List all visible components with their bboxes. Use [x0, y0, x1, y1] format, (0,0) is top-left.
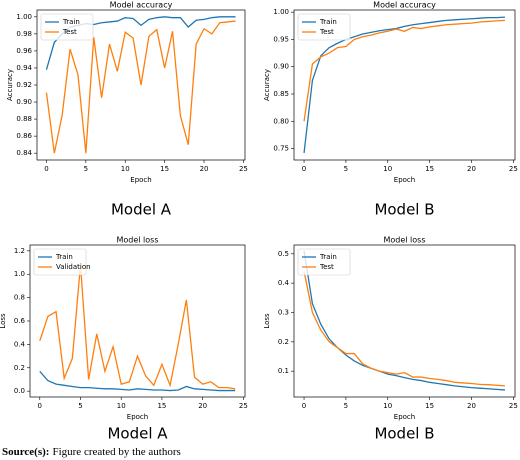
- y-tick-label: 0.90: [273, 63, 289, 71]
- x-tick-label: 15: [425, 165, 434, 173]
- x-tick-label: 5: [344, 402, 348, 410]
- series-line: [39, 264, 236, 390]
- source-label: Source(s):: [2, 446, 49, 458]
- x-tick-label: 25: [509, 402, 518, 410]
- legend-label: Train: [319, 253, 337, 261]
- chart-title: Model accuracy: [110, 1, 173, 10]
- y-tick-label: 1.00: [273, 8, 289, 16]
- legend-label: Train: [319, 18, 337, 26]
- y-tick-label: 0.2: [14, 364, 25, 372]
- y-tick-label: 0.88: [16, 115, 32, 123]
- x-tick-label: 0: [38, 402, 42, 410]
- x-tick-label: 0: [302, 165, 306, 173]
- x-tick-label: 10: [121, 165, 130, 173]
- x-tick-label: 20: [467, 402, 476, 410]
- caption: Model A: [111, 201, 172, 219]
- x-tick-label: 5: [344, 165, 348, 173]
- y-tick-label: 0.86: [16, 132, 32, 140]
- y-tick-label: 0.85: [273, 90, 289, 98]
- x-tick-label: 25: [239, 165, 248, 173]
- y-tick-label: 0.4: [278, 279, 290, 287]
- y-tick-label: 1.00: [16, 13, 32, 21]
- y-tick-label: 0.95: [273, 35, 289, 43]
- legend-label: Validation: [56, 263, 91, 271]
- plot-frame: [293, 244, 516, 398]
- series-line: [303, 19, 505, 122]
- x-tick-label: 0: [44, 165, 48, 173]
- chart-title: Model loss: [116, 236, 158, 245]
- y-tick-label: 0.8: [14, 294, 25, 302]
- plot-frame: [36, 9, 246, 161]
- plot-frame: [29, 244, 246, 398]
- x-axis-label: Epoch: [130, 176, 151, 184]
- y-axis-label: Loss: [263, 313, 271, 329]
- series-line: [45, 20, 236, 154]
- y-tick-label: 0.98: [16, 30, 32, 38]
- legend-box: [40, 13, 94, 41]
- x-axis-label: Epoch: [394, 413, 415, 421]
- source: Source(s): Figure created by the authors: [2, 446, 181, 458]
- y-tick-label: 1.2: [14, 247, 25, 255]
- y-tick-label: 0.1: [278, 367, 289, 375]
- x-tick-label: 15: [157, 402, 166, 410]
- chart-title: Model loss: [383, 236, 425, 245]
- x-tick-label: 15: [425, 402, 434, 410]
- y-tick-label: 0.0: [14, 387, 25, 395]
- caption: Model A: [107, 425, 168, 443]
- y-tick-label: 0.96: [16, 47, 32, 55]
- y-tick-label: 0.92: [16, 81, 32, 89]
- y-tick-label: 0.75: [273, 145, 289, 153]
- legend-label: Test: [62, 28, 77, 36]
- x-tick-label: 20: [200, 165, 209, 173]
- legend-box: [33, 248, 87, 276]
- x-axis-label: Epoch: [127, 413, 148, 421]
- x-tick-label: 25: [239, 402, 248, 410]
- x-tick-label: 5: [78, 402, 82, 410]
- x-tick-label: 10: [383, 165, 392, 173]
- x-tick-label: 15: [160, 165, 169, 173]
- legend-label: Test: [319, 263, 334, 271]
- y-tick-label: 0.80: [273, 117, 289, 125]
- caption: Model B: [374, 425, 434, 443]
- legend-box: [297, 13, 351, 41]
- y-tick-label: 1.0: [14, 270, 25, 278]
- x-tick-label: 10: [117, 402, 126, 410]
- y-tick-label: 0.2: [278, 338, 289, 346]
- y-axis-label: Loss: [0, 313, 7, 329]
- x-tick-label: 20: [467, 165, 476, 173]
- series-line: [303, 271, 505, 387]
- chart-title: Model accuracy: [373, 1, 436, 10]
- legend-box: [297, 248, 351, 276]
- x-axis-label: Epoch: [394, 176, 415, 184]
- legend-label: Test: [319, 28, 334, 36]
- y-axis-label: Accuracy: [6, 69, 14, 101]
- y-axis-label: Accuracy: [263, 69, 271, 101]
- y-tick-label: 0.3: [278, 308, 289, 316]
- x-tick-label: 10: [383, 402, 392, 410]
- legend-label: Train: [55, 253, 73, 261]
- x-tick-label: 0: [302, 402, 306, 410]
- y-tick-label: 0.5: [278, 250, 289, 258]
- x-tick-label: 5: [84, 165, 88, 173]
- y-tick-label: 0.90: [16, 98, 32, 106]
- x-tick-label: 25: [509, 165, 518, 173]
- legend-label: Train: [62, 18, 80, 26]
- y-tick-label: 0.94: [16, 64, 32, 72]
- x-tick-label: 20: [198, 402, 207, 410]
- y-tick-label: 0.4: [14, 340, 26, 348]
- series-line: [39, 370, 236, 392]
- caption: Model B: [374, 201, 434, 219]
- y-tick-label: 0.6: [14, 317, 26, 325]
- source-text: Figure created by the authors: [52, 446, 180, 458]
- series-line: [303, 16, 505, 153]
- y-tick-label: 0.84: [16, 149, 32, 157]
- plot-frame: [293, 9, 516, 161]
